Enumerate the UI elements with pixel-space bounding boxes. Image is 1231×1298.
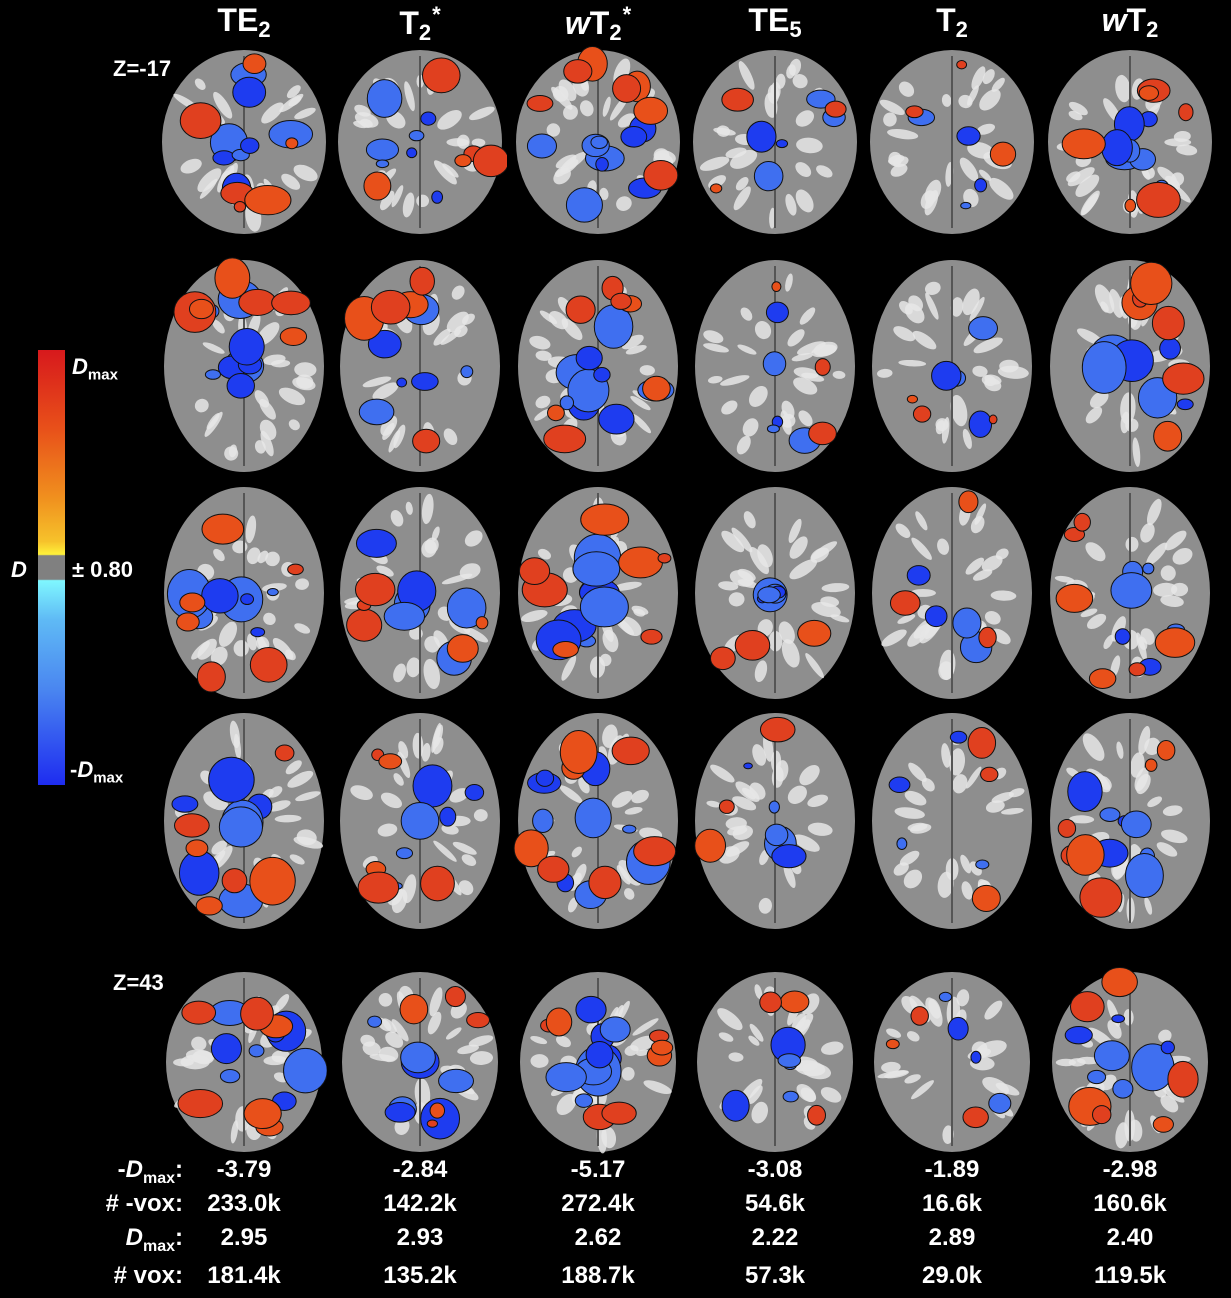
column-header: T2* <box>399 2 441 45</box>
stat-value-neg-vox: 16.6k <box>921 1190 983 1217</box>
brain-slice <box>340 260 500 472</box>
slice-label-top: Z=-17 <box>113 56 172 81</box>
colorbar-min-label: -Dmax <box>70 757 124 787</box>
stat-value-vox: 188.7k <box>561 1262 635 1289</box>
column-header: TE5 <box>748 2 802 42</box>
brain-slice <box>340 713 500 929</box>
brain-slice <box>695 487 855 699</box>
stat-value-vox: 181.4k <box>207 1262 281 1289</box>
stat-value-neg-vox: 160.6k <box>1093 1190 1167 1217</box>
stat-label-vox: # vox: <box>113 1262 183 1289</box>
brain-slice <box>166 972 327 1152</box>
brain-slice <box>340 487 500 699</box>
colorbar-max-label: Dmax <box>72 354 118 384</box>
colorbar-symbol: D <box>11 557 27 582</box>
stat-value-dmax: 2.89 <box>928 1224 976 1251</box>
brain-slice <box>874 972 1030 1152</box>
stat-value-neg-dmax: -2.98 <box>1102 1156 1158 1183</box>
brain-slice <box>693 50 857 234</box>
stat-value-dmax: 2.62 <box>574 1224 622 1251</box>
colorbar <box>38 350 65 785</box>
brain-slice <box>697 972 853 1152</box>
brain-slice <box>162 50 326 234</box>
brain-slice <box>1048 50 1212 234</box>
brain-slice <box>520 972 676 1154</box>
stat-value-vox: 57.3k <box>744 1262 806 1289</box>
stat-value-neg-dmax: -1.89 <box>924 1156 980 1183</box>
brain-slice <box>164 487 324 699</box>
stat-value-dmax: 2.22 <box>751 1224 799 1251</box>
brain-slice <box>870 50 1034 234</box>
brain-slice <box>164 713 324 929</box>
column-header: TE2 <box>217 2 271 42</box>
stat-label-neg-dmax: -Dmax: <box>117 1156 183 1187</box>
stat-value-neg-dmax: -2.84 <box>392 1156 448 1183</box>
brain-slice <box>872 713 1032 929</box>
column-header: T2 <box>936 2 968 42</box>
slice-label-bottom: Z=43 <box>113 970 164 995</box>
brain-slice <box>516 46 680 234</box>
stat-value-neg-vox: 54.6k <box>744 1190 806 1217</box>
brain-slice <box>518 260 678 472</box>
stat-value-vox: 135.2k <box>383 1262 457 1289</box>
brain-slice <box>1050 260 1210 472</box>
stat-value-neg-vox: 142.2k <box>383 1190 457 1217</box>
column-header: wT2 <box>1101 2 1159 42</box>
brain-slice <box>338 50 507 234</box>
column-header: wT2* <box>564 2 632 45</box>
brain-slice <box>695 260 855 472</box>
brain-slice <box>1050 713 1210 929</box>
brain-slice <box>1050 487 1210 699</box>
stat-value-dmax: 2.95 <box>220 1224 268 1251</box>
stat-value-neg-dmax: -3.08 <box>747 1156 803 1183</box>
brain-slice <box>1052 967 1208 1152</box>
brain-slice <box>164 257 324 472</box>
brain-slice <box>872 260 1032 472</box>
stat-value-neg-vox: 233.0k <box>207 1190 281 1217</box>
stat-value-vox: 29.0k <box>921 1262 983 1289</box>
stat-value-neg-dmax: -5.17 <box>570 1156 626 1183</box>
brain-slice <box>518 487 678 699</box>
brain-slice <box>694 713 855 929</box>
stat-value-neg-vox: 272.4k <box>561 1190 635 1217</box>
stat-value-vox: 119.5k <box>1093 1262 1167 1289</box>
brain-slice <box>342 972 498 1152</box>
brain-slice <box>513 713 678 929</box>
brain-slice <box>872 487 1032 699</box>
stat-value-dmax: 2.93 <box>396 1224 444 1251</box>
stat-value-dmax: 2.40 <box>1106 1224 1154 1251</box>
stat-label-dmax: Dmax: <box>125 1224 183 1255</box>
stat-value-neg-dmax: -3.79 <box>216 1156 272 1183</box>
stat-label-neg-vox: # -vox: <box>105 1190 183 1217</box>
colorbar-threshold-label: ± 0.80 <box>72 557 134 582</box>
